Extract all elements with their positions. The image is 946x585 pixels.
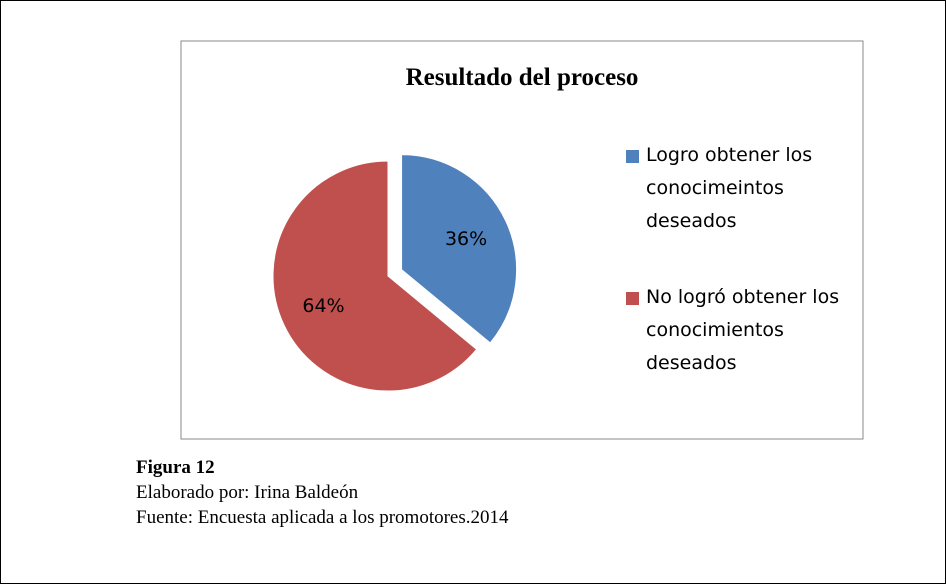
pie-slice xyxy=(401,154,518,344)
source: Fuente: Encuesta aplicada a los promotor… xyxy=(136,507,509,528)
legend-label: Logro obtener los conocimeintos deseados xyxy=(646,144,813,232)
data-label: 64% xyxy=(302,295,344,317)
legend-label: No logró obtener los conocimientos desea… xyxy=(646,286,840,374)
author: Elaborado por: Irina Baldeón xyxy=(136,482,359,503)
chart-title: Resultado del proceso xyxy=(406,64,639,91)
legend-swatch xyxy=(626,292,639,305)
legend-swatch xyxy=(626,150,639,163)
data-label: 36% xyxy=(445,228,487,250)
pie-slice xyxy=(272,160,478,392)
figure-label: Figura 12 xyxy=(136,457,215,478)
